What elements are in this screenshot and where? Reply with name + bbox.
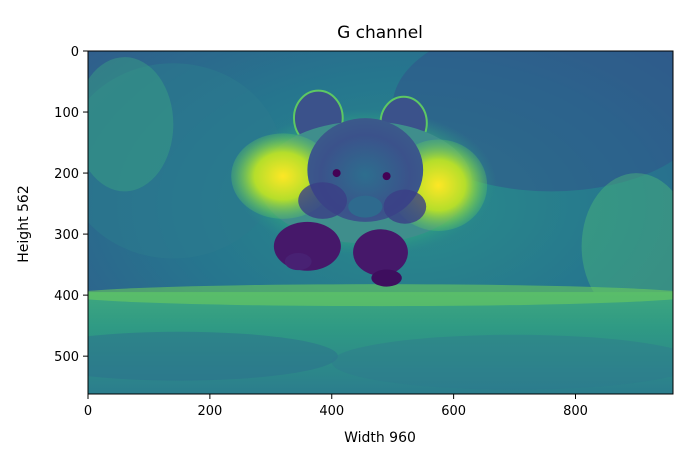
y-tick-label: 500 [54, 350, 79, 365]
x-axis: 0 200 400 600 800 [84, 394, 588, 419]
heatmap-image [88, 51, 673, 394]
image-ground-shadow [88, 331, 338, 381]
image-grass-region [581, 173, 673, 320]
image-ground-shadow [331, 334, 673, 390]
y-axis-label: Height 562 [16, 185, 32, 262]
image-ground-edge [88, 284, 673, 307]
image-leg [353, 229, 408, 276]
y-tick-label: 400 [54, 289, 79, 304]
image-paw [371, 269, 402, 287]
x-axis-label: Width 960 [344, 430, 416, 446]
image-eye [382, 172, 391, 181]
y-axis: 0 100 200 300 400 500 [54, 45, 88, 365]
x-tick-label: 600 [441, 404, 466, 419]
plot-area [87, 50, 674, 395]
y-tick-label: 200 [54, 167, 79, 182]
chart-title: G channel [337, 23, 423, 43]
y-tick-label: 0 [71, 45, 79, 60]
x-tick-label: 200 [197, 404, 222, 419]
image-snout [348, 195, 383, 218]
image-paw [284, 253, 312, 271]
y-tick-label: 100 [54, 106, 79, 121]
image-dark-patch [298, 182, 347, 219]
image-grass-region [88, 57, 174, 192]
x-tick-label: 800 [563, 404, 588, 419]
image-shadow-region [88, 63, 283, 259]
axes-frame [87, 50, 674, 395]
x-tick-label: 0 [84, 404, 92, 419]
image-dark-patch [383, 189, 427, 224]
image-eye [332, 169, 341, 178]
y-tick-label: 300 [54, 228, 79, 243]
x-tick-label: 400 [319, 404, 344, 419]
